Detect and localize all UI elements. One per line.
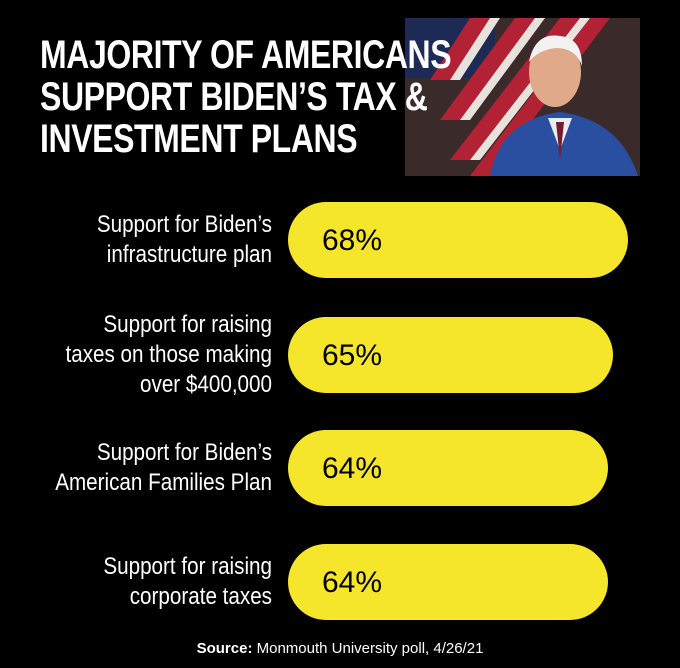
category-label: Support for raising corporate taxes [103, 553, 272, 610]
source-note: Source: Monmouth University poll, 4/26/2… [0, 640, 680, 657]
bar [288, 317, 613, 393]
chart-title: MAJORITY OF AMERICANS SUPPORT BIDEN’S TA… [40, 33, 452, 161]
source-text: Monmouth University poll, 4/26/21 [256, 640, 484, 657]
value-label: 64% [322, 566, 382, 599]
category-label: Support for raising taxes on those makin… [65, 311, 272, 398]
source-label: Source: [196, 640, 253, 657]
photo [405, 18, 640, 176]
bar [288, 202, 628, 278]
value-label: 68% [322, 224, 382, 257]
category-label: Support for Biden’s infrastructure plan [96, 211, 272, 268]
bar [288, 544, 608, 620]
value-label: 64% [322, 452, 382, 485]
category-label: Support for Biden’s American Families Pl… [55, 439, 272, 496]
bar [288, 430, 608, 506]
value-label: 65% [322, 339, 382, 372]
